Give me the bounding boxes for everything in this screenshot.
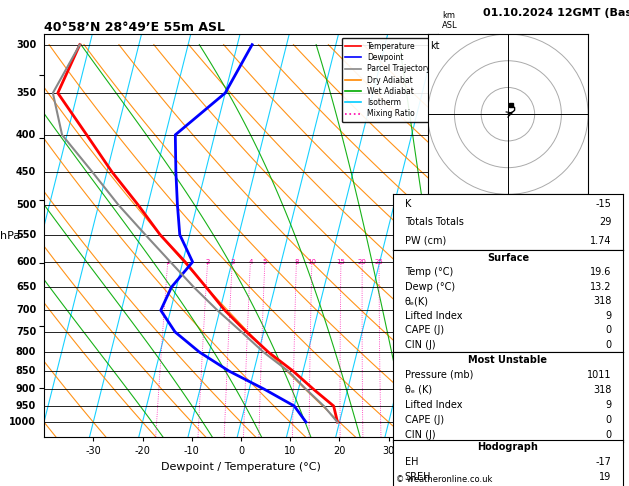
Text: Lifted Index: Lifted Index — [404, 311, 462, 321]
Text: 9: 9 — [605, 311, 611, 321]
Text: K: K — [404, 199, 411, 208]
Text: 13.2: 13.2 — [590, 282, 611, 292]
Text: 700: 700 — [16, 305, 36, 315]
Text: 1.74: 1.74 — [590, 236, 611, 246]
Text: hPa: hPa — [0, 231, 20, 241]
Text: Dewp (°C): Dewp (°C) — [404, 282, 455, 292]
Text: 10: 10 — [308, 259, 316, 265]
Text: 4: 4 — [248, 259, 253, 265]
Text: 400: 400 — [16, 130, 36, 140]
Text: 2: 2 — [442, 347, 448, 357]
Text: 5: 5 — [442, 230, 448, 240]
Text: 0: 0 — [605, 340, 611, 350]
Text: 1011: 1011 — [587, 370, 611, 380]
Text: 650: 650 — [16, 282, 36, 292]
Text: 01.10.2024 12GMT (Base: 12): 01.10.2024 12GMT (Base: 12) — [483, 8, 629, 18]
Text: 15: 15 — [337, 259, 345, 265]
Text: Temp (°C): Temp (°C) — [404, 267, 453, 277]
Text: θₑ (K): θₑ (K) — [404, 385, 431, 395]
Text: 2: 2 — [206, 259, 210, 265]
Text: 450: 450 — [16, 167, 36, 177]
X-axis label: Dewpoint / Temperature (°C): Dewpoint / Temperature (°C) — [161, 462, 321, 472]
Text: EH: EH — [404, 457, 418, 468]
Text: 6: 6 — [442, 200, 448, 210]
Text: 7: 7 — [442, 167, 448, 177]
Text: km
ASL: km ASL — [442, 11, 457, 30]
Text: 3: 3 — [442, 305, 448, 315]
Text: 3: 3 — [230, 259, 235, 265]
Text: -15: -15 — [596, 199, 611, 208]
Text: PW (cm): PW (cm) — [404, 236, 446, 246]
Text: 350: 350 — [16, 88, 36, 98]
Text: 4: 4 — [442, 257, 448, 267]
Text: Lifted Index: Lifted Index — [404, 400, 462, 410]
Text: 5: 5 — [263, 259, 267, 265]
Text: 0: 0 — [605, 430, 611, 440]
Text: 29: 29 — [599, 217, 611, 227]
Text: 550: 550 — [16, 230, 36, 240]
Text: 8: 8 — [294, 259, 299, 265]
Text: 9: 9 — [605, 400, 611, 410]
Text: CAPE (J): CAPE (J) — [404, 415, 443, 425]
Text: kt: kt — [430, 41, 440, 51]
Text: 1: 1 — [442, 384, 448, 394]
Text: 0: 0 — [605, 326, 611, 335]
Text: 318: 318 — [593, 385, 611, 395]
Text: 950: 950 — [16, 401, 36, 411]
Text: 800: 800 — [16, 347, 36, 357]
Text: 318: 318 — [593, 296, 611, 306]
Text: 25: 25 — [375, 259, 384, 265]
Text: Surface: Surface — [487, 253, 529, 262]
Text: 300: 300 — [16, 40, 36, 50]
Text: CIN (J): CIN (J) — [404, 430, 435, 440]
Text: LCL: LCL — [442, 391, 457, 400]
Text: SREH: SREH — [404, 472, 431, 483]
Text: 0: 0 — [605, 415, 611, 425]
Text: 20: 20 — [358, 259, 367, 265]
Text: Most Unstable: Most Unstable — [469, 355, 547, 365]
Text: 19.6: 19.6 — [590, 267, 611, 277]
Text: 750: 750 — [16, 327, 36, 337]
Text: Hodograph: Hodograph — [477, 442, 538, 452]
Text: 1000: 1000 — [9, 417, 36, 427]
Text: 40°58’N 28°49’E 55m ASL: 40°58’N 28°49’E 55m ASL — [44, 21, 225, 34]
Text: Totals Totals: Totals Totals — [404, 217, 464, 227]
Text: 1: 1 — [165, 259, 170, 265]
Text: © weatheronline.co.uk: © weatheronline.co.uk — [396, 474, 493, 484]
Text: θₑ(K): θₑ(K) — [404, 296, 428, 306]
Text: -17: -17 — [596, 457, 611, 468]
Text: CAPE (J): CAPE (J) — [404, 326, 443, 335]
Text: CIN (J): CIN (J) — [404, 340, 435, 350]
Text: Pressure (mb): Pressure (mb) — [404, 370, 473, 380]
Text: 600: 600 — [16, 257, 36, 267]
Text: 900: 900 — [16, 384, 36, 394]
Text: 19: 19 — [599, 472, 611, 483]
Text: 850: 850 — [16, 366, 36, 376]
Legend: Temperature, Dewpoint, Parcel Trajectory, Dry Adiabat, Wet Adiabat, Isotherm, Mi: Temperature, Dewpoint, Parcel Trajectory… — [342, 38, 434, 122]
Text: Mixing Ratio (g/kg): Mixing Ratio (g/kg) — [462, 196, 470, 276]
Text: 8: 8 — [442, 110, 448, 120]
Text: 500: 500 — [16, 200, 36, 210]
